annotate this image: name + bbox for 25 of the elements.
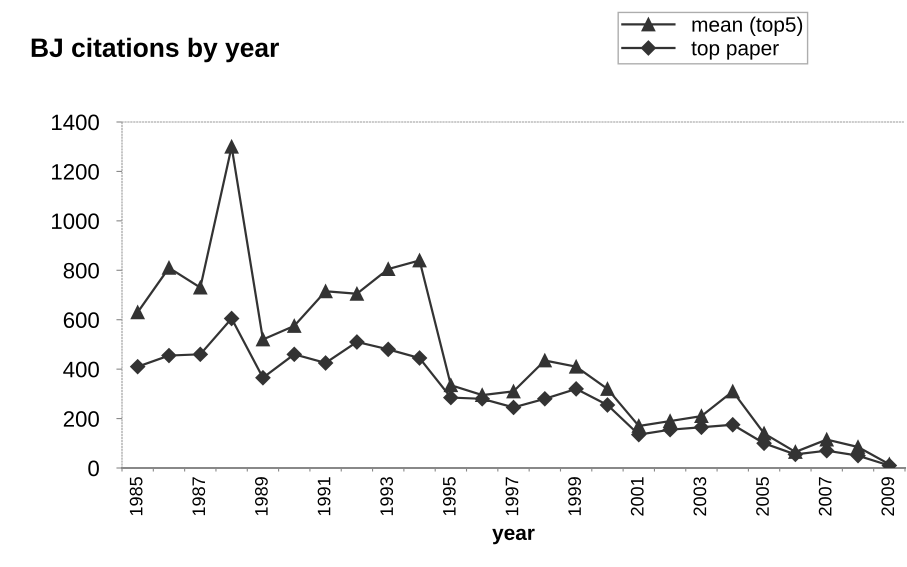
x-tick-label: 1997 — [506, 477, 518, 516]
x-tick-label: 1985 — [130, 477, 143, 516]
x-tick-label: 2007 — [818, 477, 832, 516]
x-tick-label: 1989 — [255, 477, 268, 516]
y-tick-label: 800 — [64, 262, 99, 279]
x-axis-title: year — [492, 528, 535, 544]
x-tick-label: 1987 — [192, 477, 206, 516]
x-tick-label: 1991 — [318, 477, 330, 516]
x-tick-label: 2003 — [693, 477, 706, 516]
x-tick-label: 1995 — [442, 477, 456, 516]
chart-title: BJ citations by year — [32, 38, 279, 62]
y-tick-label: 400 — [63, 362, 99, 378]
y-tick-label: 600 — [64, 312, 99, 328]
y-tick-label: 1000 — [52, 213, 99, 230]
y-tick-label: 200 — [64, 411, 99, 427]
x-tick-label: 2009 — [881, 477, 894, 516]
x-tick-label: 1999 — [568, 477, 581, 516]
x-tick-label: 1993 — [380, 477, 394, 516]
x-tick-label: 2005 — [756, 477, 769, 516]
y-tick-label: 0 — [88, 460, 99, 476]
legend-label: mean (top5) — [692, 16, 802, 36]
legend-label: top paper — [691, 42, 779, 60]
y-tick-label: 1200 — [52, 164, 99, 180]
y-tick-label: 1400 — [52, 114, 99, 130]
x-tick-label: 2001 — [630, 477, 644, 516]
